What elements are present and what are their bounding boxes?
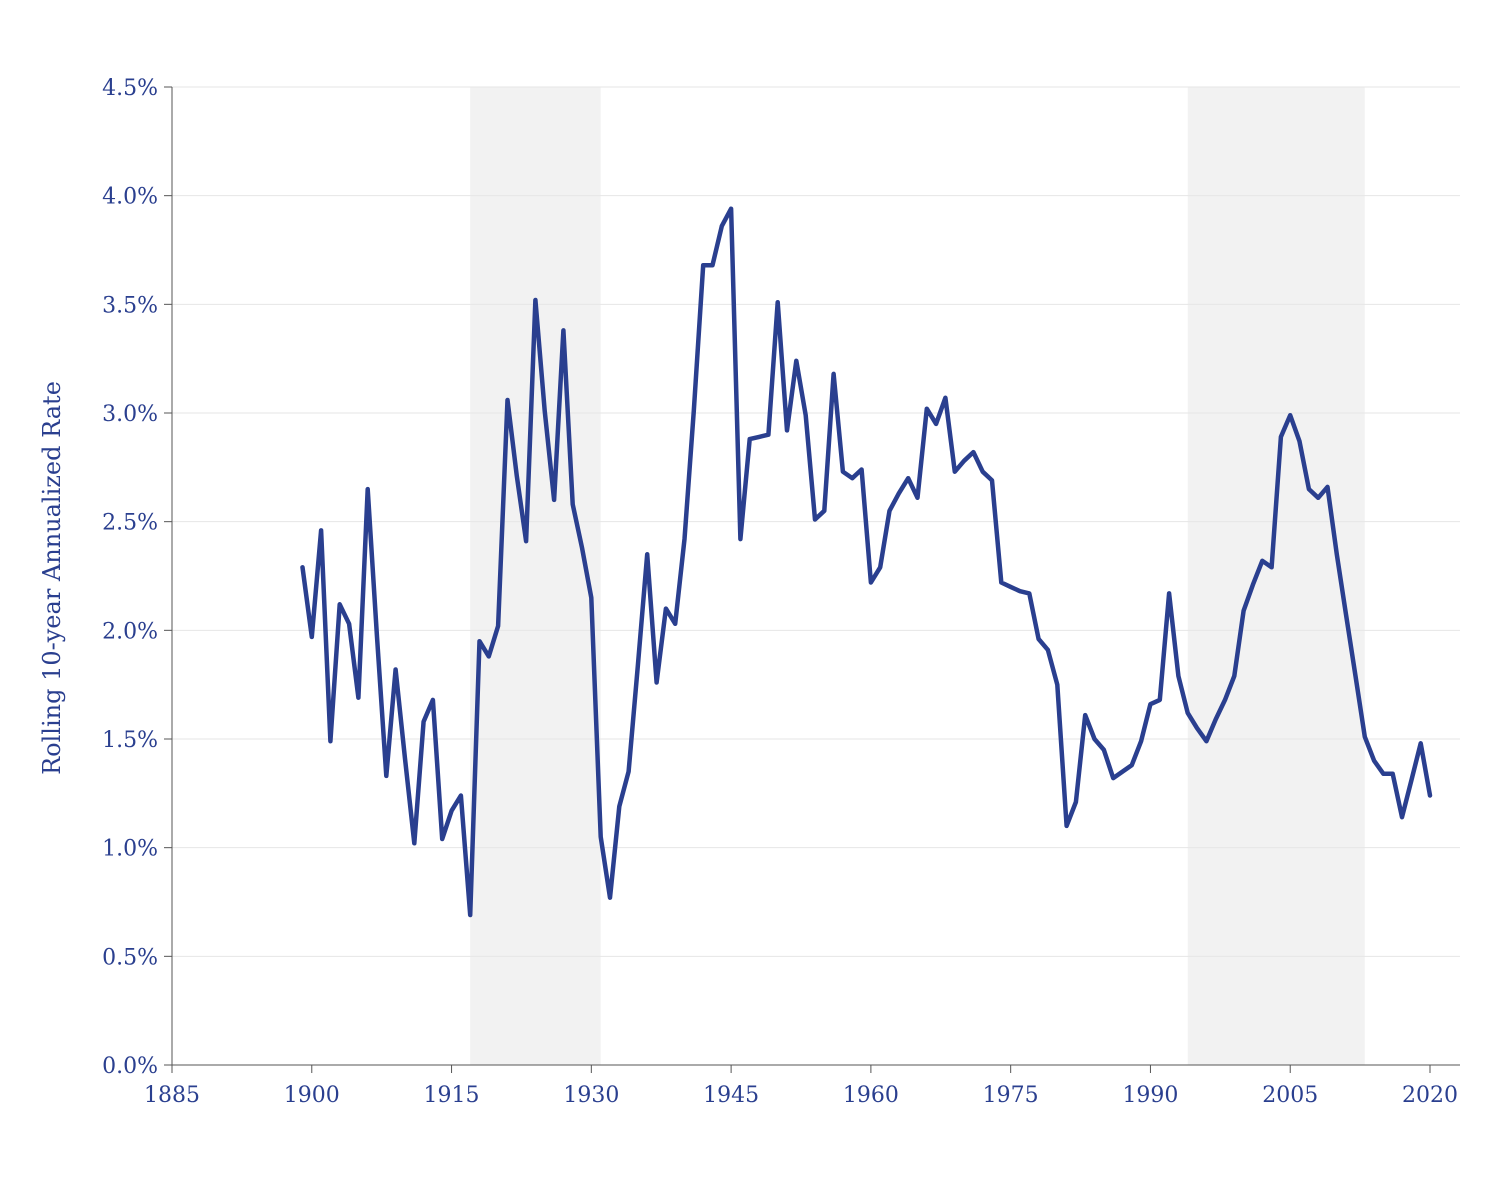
series-layer — [300, 206, 1433, 918]
tick-labels: 0.0% 0.5% 1.0% 1.5% 2.0% 2.5% 3.0% 3.5% 4.0% 4.5%… — [102, 76, 1458, 1108]
y-tick-label: 1.0% — [102, 837, 158, 862]
axes — [164, 86, 1460, 1073]
y-tick-label: 0.0% — [102, 1054, 158, 1079]
x-tick-label: 1975 — [983, 1083, 1039, 1108]
x-tick-label: 1900 — [284, 1083, 340, 1108]
shaded-period-0 — [470, 87, 601, 1065]
x-tick-label: 1990 — [1122, 1083, 1178, 1108]
x-tick-label: 1885 — [144, 1083, 200, 1108]
y-tick-label: 1.5% — [102, 728, 158, 753]
horizontal-gridlines — [172, 86, 1460, 957]
y-tick-label: 2.5% — [102, 511, 158, 536]
x-tick-label: 1945 — [703, 1083, 759, 1108]
y-tick-label: 3.0% — [102, 402, 158, 427]
y-axis-title: Rolling 10-year Annualized Rate — [38, 381, 66, 775]
x-tick-label: 2020 — [1402, 1083, 1458, 1108]
y-tick-label: 2.0% — [102, 619, 158, 644]
shaded-periods — [470, 87, 1365, 1065]
y-tick-label: 0.5% — [102, 945, 158, 970]
x-tick-label: 2005 — [1262, 1083, 1318, 1108]
x-tick-label: 1915 — [424, 1083, 480, 1108]
x-tick-label: 1960 — [843, 1083, 899, 1108]
shaded-period-1 — [1187, 87, 1365, 1065]
series-line-0 — [300, 206, 1433, 918]
y-tick-label: 4.5% — [102, 76, 158, 101]
y-tick-label: 4.0% — [102, 185, 158, 210]
x-tick-label: 1930 — [563, 1083, 619, 1108]
y-tick-label: 3.5% — [102, 293, 158, 318]
